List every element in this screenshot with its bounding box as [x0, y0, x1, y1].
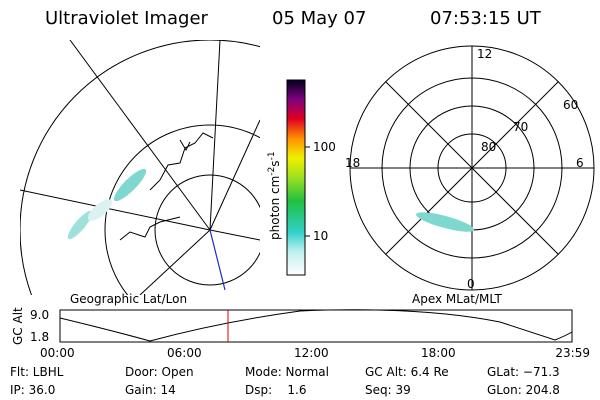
mlat-label: 60 — [563, 98, 578, 112]
geo-label: Geographic Lat/Lon — [70, 292, 187, 306]
colorbar-tick: 100 — [313, 140, 336, 154]
mlt-label: 0 — [467, 277, 475, 291]
colorbar-tick: 10 — [313, 229, 328, 243]
status-field: GLat: −71.3 — [487, 365, 560, 379]
status-field: Mode: Normal — [245, 365, 329, 379]
orbit-xtick: 18:00 — [421, 346, 456, 360]
geo-map — [20, 40, 260, 295]
orbit-plot — [59, 309, 573, 343]
mlt-label: 18 — [345, 156, 360, 170]
orbit-xtick: 00:00 — [40, 346, 75, 360]
orbit-ytick: 1.8 — [30, 330, 49, 344]
title: Ultraviolet Imager — [45, 8, 209, 29]
status-field: Dsp: 1.6 — [245, 383, 307, 397]
orbit-ylabel: GC Alt — [11, 307, 25, 345]
mlt-label: 6 — [576, 156, 584, 170]
status-field: Seq: 39 — [365, 383, 411, 397]
date: 05 May 07 — [272, 8, 366, 29]
mlt-label: 12 — [477, 47, 492, 61]
mlat-label: 80 — [481, 140, 496, 154]
polar-label: Apex MLat/MLT — [412, 292, 502, 306]
orbit-xtick: 12:00 — [294, 346, 329, 360]
status-field: Flt: LBHL — [10, 365, 64, 379]
status-field: GC Alt: 6.4 Re — [365, 365, 449, 379]
status-field: Door: Open — [125, 365, 194, 379]
status: Flt: LBHL Door: Open Mode: Normal GC Alt: 6… — [10, 365, 560, 397]
colorbar-unit: photon cm-2s-1 — [267, 151, 282, 240]
orbit-ytick: 9.0 — [30, 308, 49, 322]
status-field: Gain: 14 — [125, 383, 176, 397]
orbit-xtick: 06:00 — [167, 346, 202, 360]
status-field: IP: 36.0 — [10, 383, 55, 397]
status-field: GLon: 204.8 — [487, 383, 560, 397]
colorbar — [286, 79, 306, 276]
orbit-xtick: 23:59 — [555, 346, 590, 360]
polar-grid — [349, 45, 595, 291]
time: 07:53:15 UT — [430, 8, 542, 29]
mlat-label: 70 — [513, 120, 528, 134]
